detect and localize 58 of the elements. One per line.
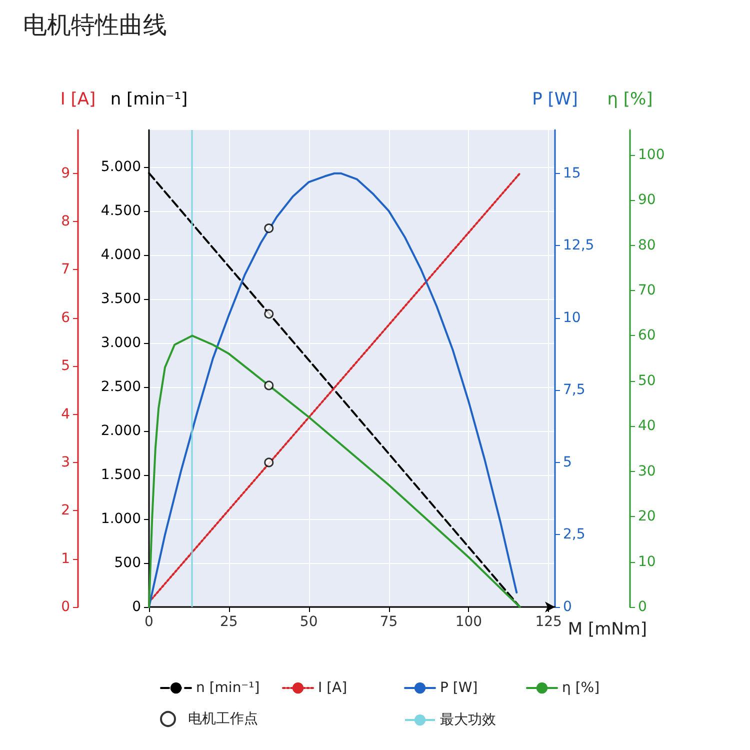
y-tick-label: 5.000 — [100, 158, 141, 175]
y-tick-label: 60 — [638, 328, 656, 344]
y-tick-label: 2.000 — [100, 422, 141, 439]
y3-tick-label: 5 — [563, 454, 572, 470]
line-series — [148, 334, 521, 608]
y-tick-label: 30 — [638, 463, 656, 480]
y2-tick-label: 7 — [61, 262, 70, 278]
y2-tick-label: 1 — [61, 550, 70, 567]
x-tick-label: 50 — [300, 614, 318, 630]
y2-tick-label: 8 — [61, 214, 70, 230]
legend-label: η [%] — [562, 680, 600, 696]
y2-tick-label: 5 — [61, 358, 70, 374]
x-tick-label: 100 — [455, 614, 482, 630]
y-tick-label: 10 — [638, 554, 656, 570]
y-tick-label: 4.500 — [100, 202, 141, 219]
y-tick-label: 40 — [638, 418, 656, 434]
y3-tick-label: 15 — [563, 165, 581, 182]
y2-axis-title: I [A] — [60, 90, 96, 110]
y2-tick-label: 9 — [61, 165, 70, 182]
y-tick-label: 90 — [638, 192, 656, 208]
y-axis-title: η [%] — [607, 90, 653, 110]
y3-tick-label: 10 — [563, 310, 581, 326]
y2-tick-label: 4 — [61, 406, 70, 422]
x-tick-label: 75 — [380, 614, 398, 630]
y-tick-label: 3.500 — [100, 290, 141, 307]
x-tick-label: 125 — [535, 614, 562, 630]
y3-tick-label: 12,5 — [563, 238, 594, 254]
y-tick-label: 100 — [638, 146, 665, 163]
y2-tick-label: 3 — [61, 454, 70, 470]
y-tick-label: 2.500 — [100, 378, 141, 395]
x-tick-label: 25 — [220, 614, 238, 630]
y3-tick-label: 2,5 — [563, 526, 586, 543]
legend-label: P [W] — [440, 680, 478, 696]
y-tick-label: 80 — [638, 237, 656, 254]
y3-tick-label: 0 — [563, 599, 572, 615]
y-tick-label: 20 — [638, 508, 656, 525]
legend-label: 最大功效 — [440, 712, 496, 728]
y-tick-label: 500 — [114, 554, 141, 571]
legend-label: I [A] — [318, 680, 348, 696]
y-tick-label: 0 — [132, 599, 141, 615]
y3-axis-title: P [W] — [532, 90, 578, 110]
x-tick-label: 0 — [144, 614, 154, 630]
y-tick-label: 3.000 — [100, 334, 141, 351]
y2-tick-label: 2 — [61, 502, 70, 519]
y-tick-label: 0 — [638, 599, 647, 615]
chart-title: 电机特性曲线 — [23, 11, 167, 39]
y-tick-label: 70 — [638, 282, 656, 299]
x-axis-title: M [mNm] — [568, 620, 648, 640]
y-axis-title: n [min⁻¹] — [110, 90, 188, 110]
y-tick-label: 50 — [638, 372, 656, 389]
y-tick-label: 4.000 — [100, 246, 141, 263]
legend-label: 电机工作点 — [188, 711, 258, 727]
y2-tick-label: 6 — [61, 310, 70, 326]
y-tick-label: 1.500 — [100, 466, 141, 483]
y2-tick-label: 0 — [61, 599, 70, 615]
y-tick-label: 1.000 — [100, 510, 141, 527]
y3-tick-label: 7,5 — [563, 382, 586, 398]
legend-label: n [min⁻¹] — [196, 680, 260, 696]
